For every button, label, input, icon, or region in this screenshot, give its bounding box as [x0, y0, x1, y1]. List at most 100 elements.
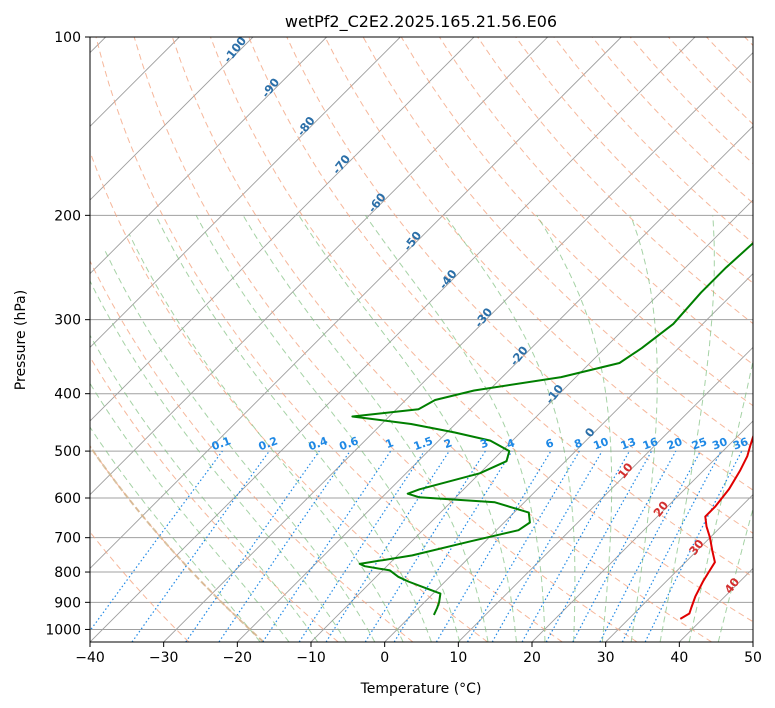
- y-axis-label: Pressure (hPa): [13, 290, 29, 390]
- moist-adiabat-12: [242, 215, 489, 642]
- x-tick-label: −40: [75, 650, 105, 666]
- moist-adiabat-32: [630, 215, 658, 642]
- mixing-ratio-line-20: [572, 450, 677, 642]
- moist-adiabat-0: [128, 233, 404, 642]
- x-tick-label: −10: [296, 650, 326, 666]
- mixing-ratio-label: 30: [710, 435, 729, 453]
- x-tick-label: 40: [670, 650, 688, 666]
- dry-adiabat-0: [90, 259, 414, 642]
- y-tick-label: 200: [54, 208, 81, 224]
- y-tick-label: 800: [54, 565, 81, 581]
- mixing-ratio-line-13: [521, 450, 631, 642]
- x-tick-label: 0: [380, 650, 389, 666]
- y-tick-label: 300: [54, 313, 81, 329]
- isotherm-10: [458, 346, 753, 642]
- isotherm--30: [163, 52, 753, 642]
- mixing-ratio-label: 13: [619, 435, 638, 452]
- dry-adiabat-80: [324, 37, 753, 491]
- mixing-ratio-line-0.6: [218, 450, 351, 642]
- isotherm-20: [531, 420, 753, 642]
- y-tick-label: 100: [54, 30, 81, 46]
- temperature-profile: [679, 434, 753, 620]
- isotherm-30: [605, 494, 753, 642]
- mixing-ratio-line-4: [393, 450, 513, 642]
- moist-adiabat--12: [90, 334, 319, 642]
- dewpoint-profile: [351, 241, 753, 616]
- y-tick-label: 900: [54, 595, 81, 611]
- moist-adiabat-8: [195, 215, 461, 642]
- mixing-ratio-label: 2: [442, 436, 454, 451]
- mixing-ratio-label: 25: [690, 435, 709, 452]
- background-lines: [90, 37, 753, 642]
- y-tick-label: 700: [54, 531, 81, 547]
- mixing-ratio-label: 1.5: [412, 434, 435, 453]
- isotherm-0: [384, 273, 753, 642]
- isotherm--20: [237, 125, 753, 642]
- mixing-ratio-label: 8: [572, 436, 584, 451]
- moist-adiabat--20: [90, 426, 261, 642]
- mixing-ratio-labels: 0.1 0.2 0.4 0.6 1 1.5 2 3 4 6 8 10 13 16 20 25 30 36: [210, 434, 750, 453]
- dry-adiabat-50: [210, 37, 753, 623]
- moist-adiabat-20: [364, 215, 546, 642]
- y-axis: 100 200 300 400 500 600 700 800 900 1000: [45, 30, 90, 638]
- mixing-ratio-label: 0.2: [257, 434, 280, 453]
- mixing-ratio-label: 10: [592, 435, 611, 453]
- mixing-ratio-line-36: [644, 450, 743, 642]
- isotherm--60: [90, 37, 548, 496]
- dry-adiabat-20: [95, 37, 563, 642]
- x-axis: −40 −30 −20 −10 0 10 20 30 40 50: [75, 642, 762, 666]
- moist-adiabat-28: [536, 215, 613, 642]
- x-tick-label: −20: [223, 650, 253, 666]
- profiles: [351, 241, 753, 620]
- mixing-ratio-line-2: [325, 450, 450, 642]
- dry-adiabat-60: [248, 37, 753, 578]
- mixing-ratio-label: 1: [384, 436, 396, 451]
- mixing-ratio-line-1: [262, 450, 392, 642]
- x-tick-label: 20: [523, 650, 541, 666]
- x-tick-label: 50: [744, 650, 762, 666]
- mixing-ratio-label: 20: [665, 435, 684, 453]
- isotherm--70: [90, 37, 475, 422]
- freezing-curve: [90, 444, 265, 642]
- isotherm--40: [90, 37, 696, 642]
- mixing-ratio-label: 0.6: [338, 434, 361, 453]
- y-tick-label: 400: [54, 387, 81, 403]
- moist-adiabat--16: [90, 382, 290, 642]
- isotherm--90: [90, 37, 327, 275]
- isotherm--50: [90, 37, 622, 569]
- moist-adiabat-24: [444, 215, 576, 642]
- mixing-ratio-line-1.5: [298, 450, 425, 642]
- mixing-ratio-label: 6: [544, 436, 556, 451]
- isotherm--80: [90, 37, 401, 348]
- y-tick-label: 600: [54, 491, 81, 507]
- mixing-ratio-line-0.1: [90, 450, 223, 632]
- mixing-ratio-line-16: [545, 450, 653, 642]
- plot-frame: [89, 36, 754, 643]
- dry-adiabat-40: [171, 37, 712, 642]
- moist-adiabat--4: [104, 251, 376, 642]
- x-tick-label: −30: [149, 650, 179, 666]
- y-tick-label: 1000: [45, 622, 81, 638]
- isotherm--100: [90, 37, 254, 201]
- mixing-ratio-label: 3: [478, 436, 490, 451]
- x-tick-label: 30: [597, 650, 615, 666]
- mixing-ratio-label: 0.4: [307, 434, 330, 453]
- mixing-ratio-line-0.4: [185, 450, 320, 642]
- mixing-ratio-line-0.2: [131, 450, 270, 642]
- mixing-ratio-label: 4: [505, 436, 517, 451]
- dry-adiabat-70: [286, 37, 753, 534]
- moist-adiabat-4: [155, 215, 432, 642]
- dry-adiabat--10: [90, 356, 339, 642]
- x-axis-label: Temperature (°C): [360, 681, 482, 697]
- mixing-ratio-label: 16: [641, 435, 660, 453]
- mixing-ratio-label: 0.1: [210, 434, 233, 453]
- moist-adiabat-36: [659, 215, 715, 642]
- chart-title: wetPf2_C2E2.2025.165.21.56.E06: [285, 12, 557, 32]
- y-tick-label: 500: [54, 444, 81, 460]
- mixing-ratio-label: 36: [731, 435, 750, 453]
- dry-adiabat-130: [515, 37, 753, 284]
- x-tick-label: 10: [449, 650, 467, 666]
- moist-adiabat--8: [90, 279, 347, 642]
